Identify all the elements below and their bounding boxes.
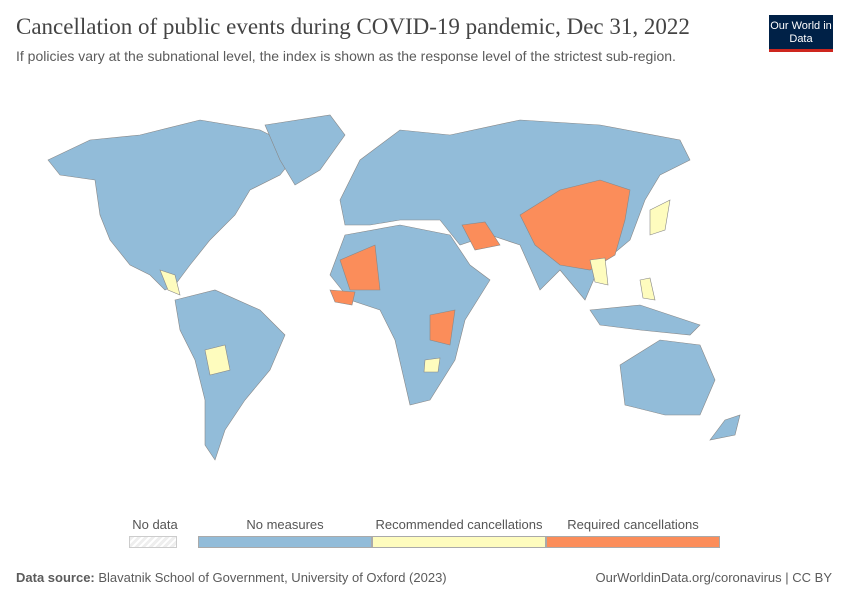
southeast-asia-islands[interactable] bbox=[589, 304, 701, 336]
south-america[interactable] bbox=[174, 289, 286, 461]
owid-logo[interactable]: Our World in Data bbox=[769, 15, 833, 52]
legend-recommended-label: Recommended cancellations bbox=[375, 517, 543, 532]
chart-subtitle: If policies vary at the subnational leve… bbox=[16, 48, 676, 64]
chart-title: Cancellation of public events during COV… bbox=[16, 14, 690, 39]
legend-no-measures-swatch bbox=[198, 536, 372, 548]
bolivia[interactable] bbox=[204, 344, 231, 376]
china[interactable] bbox=[519, 179, 631, 271]
greenland[interactable] bbox=[264, 114, 346, 186]
data-source: Data source: Blavatnik School of Governm… bbox=[16, 570, 447, 585]
legend-no-measures-label: No measures bbox=[246, 517, 324, 532]
australia[interactable] bbox=[619, 339, 716, 416]
africa[interactable] bbox=[329, 224, 491, 406]
iran[interactable] bbox=[461, 221, 501, 251]
north-america[interactable] bbox=[47, 119, 301, 291]
vietnam-laos[interactable] bbox=[589, 257, 609, 286]
source-link[interactable]: OurWorldinData.org/coronavirus | CC BY bbox=[595, 570, 832, 585]
mali-niger[interactable] bbox=[339, 244, 381, 291]
central-america[interactable] bbox=[159, 269, 181, 296]
legend-required-label: Required cancellations bbox=[567, 517, 699, 532]
west-africa-coast[interactable] bbox=[329, 289, 356, 306]
legend-no-data-swatch bbox=[129, 536, 177, 548]
legend-required-swatch bbox=[546, 536, 720, 548]
legend-no-data-label: No data bbox=[132, 517, 178, 532]
kenya-tanzania[interactable] bbox=[429, 309, 456, 346]
philippines[interactable] bbox=[639, 277, 656, 301]
world-map bbox=[47, 114, 741, 461]
new-zealand[interactable] bbox=[709, 414, 741, 441]
legend-recommended-swatch bbox=[372, 536, 546, 548]
zimbabwe[interactable] bbox=[423, 357, 441, 373]
japan[interactable] bbox=[649, 199, 671, 236]
